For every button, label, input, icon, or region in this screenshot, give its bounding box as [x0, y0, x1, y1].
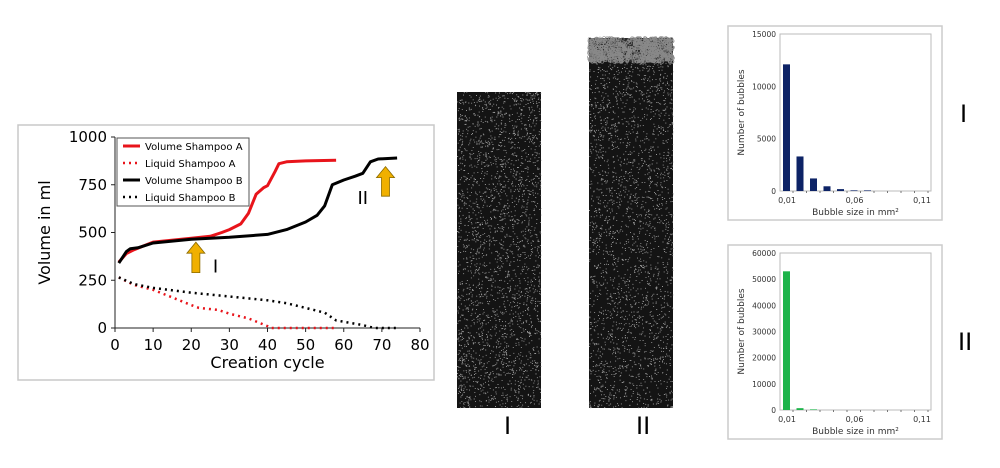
x-tick-label: 0,11: [913, 196, 931, 205]
x-tick-label: 60: [334, 336, 353, 354]
legend-label: Volume Shampoo B: [145, 176, 243, 187]
x-tick-label: 0,11: [913, 415, 931, 424]
y-tick-label: 10000: [752, 82, 776, 91]
foam-large-bubbles: [587, 36, 675, 64]
y-tick-label: 500: [78, 224, 107, 242]
panel-label-2: II: [958, 328, 973, 356]
y-tick-label: 60000: [752, 249, 776, 258]
annotation-label: II: [358, 188, 369, 209]
foam-bubbles: [457, 91, 542, 409]
y-axis-label: Number of bubbles: [737, 288, 747, 374]
histogram-bar: [864, 190, 871, 191]
x-tick-label: 0,06: [846, 196, 864, 205]
histogram-bar: [796, 408, 804, 410]
histogram-frame-1: [727, 25, 943, 221]
legend-box: [116, 137, 250, 207]
plot-area-2: [779, 252, 932, 411]
x-tick-label: 0,06: [846, 415, 864, 424]
legend-label: Liquid Shampoo B: [145, 193, 236, 204]
x-axis-label: Bubble size in mm²: [812, 427, 899, 437]
foam-label-1: I: [504, 412, 512, 440]
histogram-bar: [837, 189, 844, 191]
arrow-icon: [186, 241, 206, 274]
y-tick-label: 5000: [757, 135, 776, 144]
x-tick-label: 80: [410, 336, 429, 354]
arrow-icon: [375, 165, 396, 197]
foam-background: [589, 38, 673, 408]
y-tick-label: 0: [97, 319, 107, 337]
series-line-3: [117, 156, 398, 264]
x-tick-label: 40: [258, 336, 277, 354]
y-tick-label: 0: [771, 406, 776, 415]
y-tick-label: 0: [771, 187, 776, 196]
x-tick-label: 50: [296, 336, 315, 354]
y-axis-label: Number of bubbles: [737, 69, 747, 155]
y-tick-label: 750: [78, 176, 107, 194]
x-axis-label: Creation cycle: [210, 353, 324, 372]
x-tick-label: 70: [372, 336, 391, 354]
y-tick-label: 20000: [752, 354, 776, 363]
legend-label: Liquid Shampoo A: [145, 159, 236, 170]
x-tick-label: 20: [182, 336, 201, 354]
x-tick-label: 0,01: [778, 415, 796, 424]
x-axis-label: Bubble size in mm²: [812, 208, 899, 218]
y-tick-label: 250: [78, 271, 107, 289]
foam-label-2: II: [636, 412, 651, 440]
y-tick-label: 40000: [752, 301, 776, 310]
histogram-bar: [796, 156, 804, 191]
x-tick-label: 10: [144, 336, 163, 354]
y-tick-label: 1000: [69, 128, 107, 146]
foam-image-1: [457, 91, 542, 409]
x-tick-label: 30: [220, 336, 239, 354]
histogram-bar: [850, 190, 858, 191]
histogram-bar: [823, 186, 831, 191]
panel-label-1: I: [960, 100, 968, 128]
histogram-bar: [810, 409, 817, 410]
series-line-4: [118, 276, 398, 330]
histogram-bar: [810, 178, 817, 191]
histogram-bar: [783, 64, 790, 191]
x-tick-label: 0: [110, 336, 120, 354]
y-tick-label: 50000: [752, 275, 776, 284]
y-tick-label: 15000: [752, 30, 776, 39]
foam-background: [457, 92, 541, 408]
histogram-bar: [783, 271, 790, 410]
foam-image-2: [587, 36, 675, 409]
histogram-frame-2: [727, 244, 943, 440]
y-tick-label: 30000: [752, 328, 776, 337]
legend-label: Volume Shampoo A: [145, 142, 243, 153]
annotation-label: I: [213, 257, 218, 278]
y-tick-label: 10000: [752, 380, 776, 389]
y-axis-label: Volume in ml: [35, 180, 54, 284]
x-tick-label: 0,01: [778, 196, 796, 205]
